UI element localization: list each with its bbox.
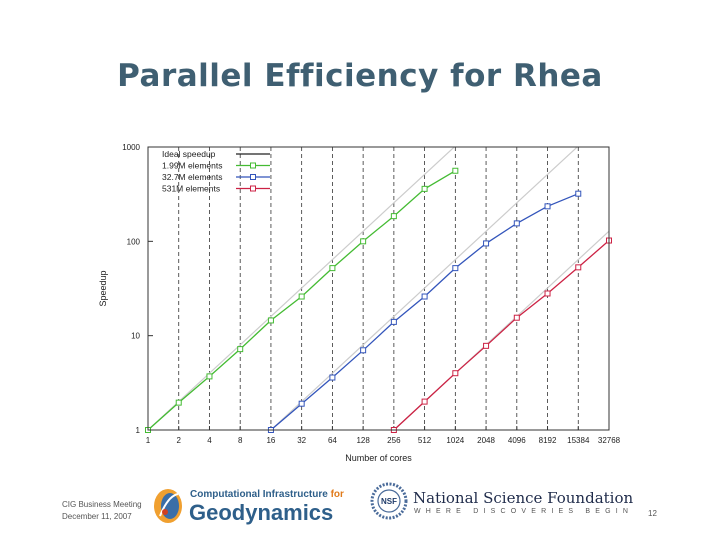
geodynamics-logo-subtitle: Computational Infrastructure for	[190, 489, 344, 500]
x-tick-label: 256	[387, 436, 401, 445]
geodynamics-logo-wordmark: Geodynamics	[189, 500, 334, 525]
data-point	[390, 318, 397, 325]
footer-meeting-name: CIG Business Meeting	[62, 500, 142, 509]
plot-border	[147, 146, 610, 431]
page-number: 12	[648, 509, 657, 518]
data-point	[329, 265, 336, 272]
data-point	[298, 293, 305, 300]
plot-area	[148, 147, 609, 430]
nsf-seal-text: NSF	[381, 497, 397, 506]
footer-meeting-date: December 11, 2007	[62, 512, 132, 521]
y-tick-label: 1	[136, 426, 141, 435]
data-point	[483, 342, 490, 349]
data-point	[329, 374, 336, 381]
x-tick-label: 32768	[598, 436, 621, 445]
y-tick-label: 100	[127, 237, 141, 246]
data-point	[175, 399, 182, 406]
nsf-seal-icon: NSF	[370, 482, 408, 520]
data-point	[206, 373, 213, 380]
data-point	[237, 346, 244, 353]
data-point	[390, 213, 397, 220]
x-tick-label: 64	[328, 436, 337, 445]
data-point	[421, 293, 428, 300]
data-point	[421, 185, 428, 192]
series-1	[145, 167, 459, 433]
x-axis-title: Number of cores	[345, 453, 412, 463]
series-line	[393, 240, 610, 431]
x-tick-label: 128	[356, 436, 370, 445]
data-point	[575, 190, 582, 197]
data-point	[360, 347, 367, 354]
data-point	[544, 290, 551, 297]
x-tick-label: 2048	[477, 436, 495, 445]
nsf-tagline: WHERE DISCOVERIES BEGIN	[414, 508, 634, 515]
x-tick-label: 2	[177, 436, 182, 445]
geodynamics-logo-subtitle-prefix: Computational Infrastructure	[190, 489, 331, 500]
y-axis-title: Speedup	[98, 270, 108, 306]
data-point	[421, 398, 428, 405]
x-tick-label: 4096	[508, 436, 526, 445]
data-point	[267, 317, 274, 324]
data-point	[513, 220, 520, 227]
legend-marker	[250, 174, 256, 180]
speedup-chart: 1 2 4 8 16 32 64 128 256 512 1024 2048 4096 8192 15384…	[98, 143, 621, 463]
data-point	[360, 238, 367, 245]
legend-marker	[250, 185, 256, 192]
x-tick-label: 1	[146, 436, 151, 445]
y-tick-label: 1000	[122, 143, 140, 152]
x-tick-label: 32	[297, 436, 306, 445]
data-point	[575, 264, 582, 271]
x-tick-label: 16	[266, 436, 275, 445]
legend-label: 1.99M elements	[162, 161, 222, 171]
ideal-speedup-line	[148, 147, 456, 430]
x-tick-label: 1024	[446, 436, 464, 445]
data-point	[452, 370, 459, 377]
legend-label: 531M elements	[162, 184, 220, 194]
y-tick-label: 10	[131, 332, 140, 341]
x-tick-label: 8	[238, 436, 243, 445]
slide-title: Parallel Efficiency for Rhea	[117, 58, 603, 94]
series-2	[267, 190, 582, 433]
ideal-speedup-line	[270, 147, 579, 430]
nsf-logo: NSF National Science Foundation WHERE DI…	[370, 482, 633, 522]
footer-meeting-info: CIG Business Meeting December 11, 2007	[62, 499, 142, 523]
geodynamics-logo: Computational Infrastructure for Geodyna…	[150, 486, 350, 526]
data-point	[483, 240, 490, 247]
data-point	[452, 167, 459, 174]
legend-label: 32.7M elements	[162, 172, 222, 182]
x-tick-label: 8192	[539, 436, 557, 445]
data-point	[452, 265, 459, 272]
x-tick-label: 4	[207, 436, 212, 445]
nsf-name: National Science Foundation	[413, 489, 634, 507]
x-tick-label: 15384	[567, 436, 590, 445]
legend-label: Ideal speedup	[162, 149, 216, 159]
legend-marker	[250, 162, 256, 169]
data-point	[513, 314, 520, 321]
geodynamics-swirl-icon	[154, 489, 182, 523]
x-tick-label: 512	[418, 436, 432, 445]
data-point	[544, 203, 551, 210]
data-point	[298, 400, 305, 407]
geodynamics-logo-subtitle-accent: for	[330, 489, 344, 500]
